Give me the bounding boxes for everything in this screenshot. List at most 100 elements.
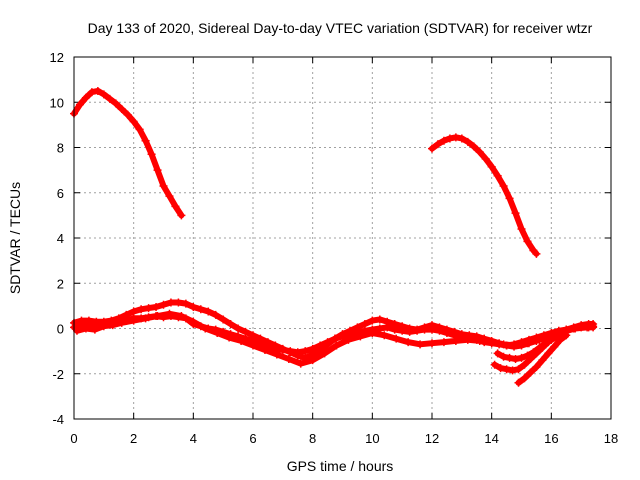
data-point (117, 105, 126, 114)
data-point (159, 300, 168, 309)
data-point (81, 93, 90, 102)
data-point (87, 88, 96, 97)
data-point (166, 298, 175, 307)
data-point (256, 334, 265, 343)
data-point (562, 331, 571, 340)
data-point (433, 140, 442, 149)
data-point (514, 378, 523, 387)
y-axis-title: SDTVAR / TECUs (7, 182, 23, 294)
data-point (225, 333, 234, 342)
data-point (487, 338, 496, 347)
x-tick-label: 2 (130, 431, 137, 446)
data-point (487, 162, 496, 171)
grid-lines (74, 57, 611, 419)
data-point (171, 202, 180, 211)
data-point (201, 324, 210, 333)
data-point (141, 314, 150, 323)
data-point (296, 359, 305, 368)
data-point (165, 309, 174, 318)
data-point (463, 137, 472, 146)
data-point (147, 150, 156, 159)
data-point (159, 181, 168, 190)
data-point (511, 355, 520, 364)
data-point (75, 100, 84, 109)
data-point (490, 360, 499, 369)
data-point (263, 338, 272, 347)
data-point (189, 317, 198, 326)
y-tick-label: 6 (57, 186, 64, 201)
data-point (165, 192, 174, 201)
y-tick-label: 12 (50, 50, 64, 65)
data-point (457, 330, 466, 339)
data-point (345, 326, 354, 335)
data-point (117, 318, 126, 327)
data-point (481, 154, 490, 163)
data-point (249, 331, 257, 340)
data-point (122, 310, 131, 319)
data-point (463, 335, 472, 344)
series-arc-2 (428, 133, 541, 258)
data-point (204, 307, 213, 316)
data-point (493, 171, 502, 180)
y-tick-label: 0 (57, 322, 64, 337)
data-point (451, 133, 460, 142)
data-point (93, 86, 102, 95)
data-point (293, 351, 302, 360)
data-point (174, 298, 183, 307)
data-point (308, 356, 317, 365)
data-point (153, 166, 162, 175)
data-point (368, 316, 377, 325)
chart-title: Day 133 of 2020, Sidereal Day-to-day VTE… (88, 20, 593, 36)
data-point (332, 341, 341, 350)
data-point (520, 360, 529, 369)
data-point (526, 368, 535, 377)
data-series (70, 86, 598, 387)
data-point (514, 365, 523, 374)
data-point (249, 341, 257, 350)
x-tick-label: 12 (425, 431, 439, 446)
data-point (517, 353, 526, 362)
data-point (532, 249, 541, 258)
data-point (92, 317, 101, 326)
x-axis-title: GPS time / hours (287, 458, 394, 474)
data-point (177, 312, 186, 321)
x-tick-label: 4 (190, 431, 197, 446)
x-tick-label: 16 (544, 431, 558, 446)
data-point (360, 319, 369, 328)
data-point (375, 315, 384, 324)
y-tick-label: 8 (57, 141, 64, 156)
data-point (544, 349, 553, 358)
data-point (442, 325, 451, 334)
data-point (99, 90, 108, 99)
data-point (390, 319, 399, 328)
data-point (90, 325, 99, 334)
data-point (517, 224, 526, 233)
data-point (383, 317, 392, 326)
data-point (538, 356, 547, 365)
x-tick-labels: 0 2 4 6 8 10 12 14 16 18 (70, 431, 618, 446)
data-point (278, 344, 287, 353)
data-point (439, 338, 448, 347)
data-point (135, 125, 144, 134)
data-point (177, 211, 186, 220)
data-point (553, 332, 562, 341)
data-point (547, 335, 556, 344)
data-point (493, 349, 502, 358)
data-point (219, 315, 228, 324)
data-point (583, 323, 592, 332)
data-point (499, 181, 508, 190)
data-point (380, 331, 389, 340)
data-point (108, 321, 117, 330)
y-tick-label: 2 (57, 276, 64, 291)
y-tick-label: 10 (50, 95, 64, 110)
data-point (226, 319, 235, 328)
data-point (234, 324, 243, 333)
data-point (535, 343, 544, 352)
data-point (144, 304, 153, 313)
data-point (457, 134, 466, 143)
data-point (523, 237, 532, 246)
series-arc-1 (70, 86, 186, 220)
data-point (153, 312, 162, 321)
y-tick-label: -4 (52, 412, 64, 427)
data-point (541, 339, 550, 348)
